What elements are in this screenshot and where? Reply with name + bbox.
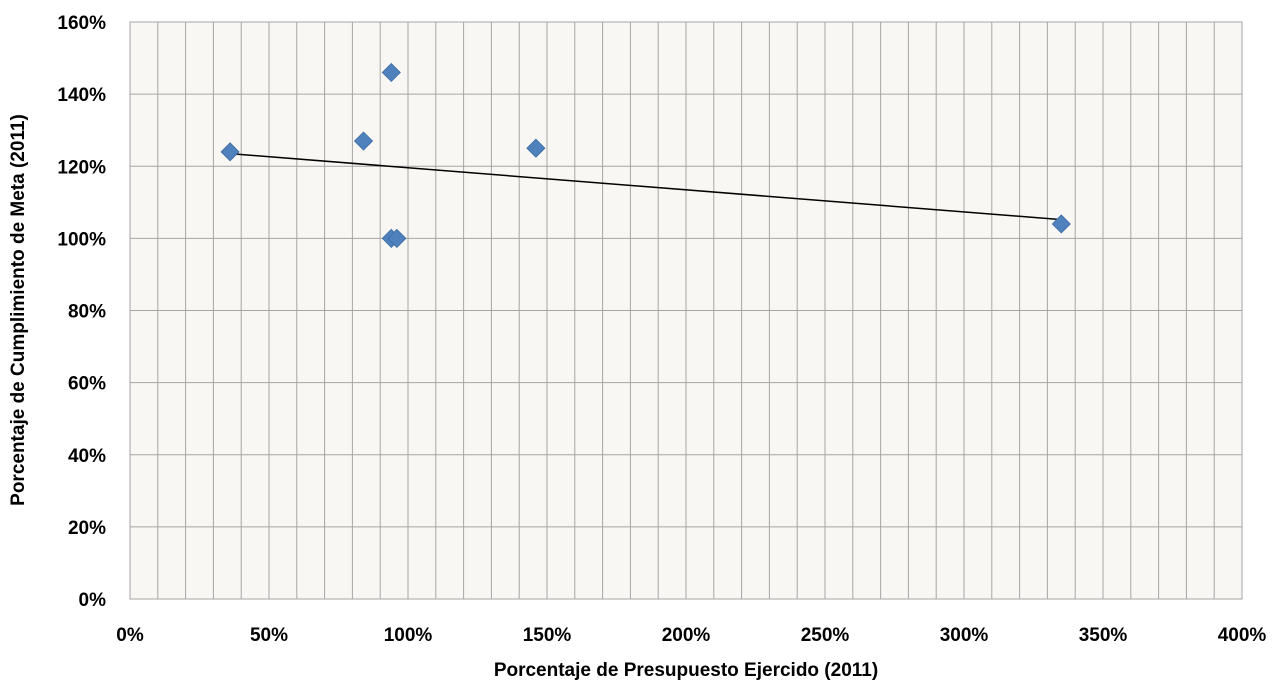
x-tick-label: 100% <box>384 625 433 646</box>
x-tick-label: 250% <box>801 625 850 646</box>
data-point <box>387 228 407 248</box>
y-tick-label: 120% <box>57 157 106 178</box>
y-tick-label: 160% <box>57 13 106 34</box>
y-axis-ticks: 0% 20% 40% 60% 80% 100% 120% 140% 160% <box>57 13 106 611</box>
x-axis-ticks: 0% 50% 100% 150% 200% 250% 300% 350% 400% <box>116 625 1266 646</box>
data-point <box>353 131 374 151</box>
x-tick-label: 400% <box>1218 625 1267 646</box>
y-tick-label: 80% <box>68 302 106 323</box>
y-tick-label: 60% <box>68 374 106 395</box>
y-tick-label: 140% <box>57 85 106 106</box>
y-tick-label: 40% <box>68 446 106 467</box>
data-point <box>1051 214 1071 234</box>
x-axis-title: Porcentaje de Presupuesto Ejercido (2011… <box>494 660 878 681</box>
data-point <box>526 138 546 158</box>
x-tick-label: 300% <box>940 625 989 646</box>
y-axis-title: Porcentaje de Cumplimiento de Meta (2011… <box>8 114 29 506</box>
data-points <box>220 62 1071 248</box>
linear-trendline <box>230 152 1062 221</box>
plot-border <box>129 21 1243 600</box>
y-tick-label: 0% <box>79 590 107 611</box>
x-tick-label: 200% <box>662 625 711 646</box>
y-tick-label: 100% <box>57 229 106 250</box>
x-tick-label: 150% <box>523 625 572 646</box>
x-tick-label: 50% <box>250 625 288 646</box>
x-tick-label: 350% <box>1079 625 1128 646</box>
data-point <box>381 62 401 83</box>
x-tick-label: 0% <box>116 625 144 646</box>
trendline-group <box>230 152 1062 221</box>
data-point <box>220 142 240 162</box>
y-tick-label: 20% <box>68 518 106 539</box>
